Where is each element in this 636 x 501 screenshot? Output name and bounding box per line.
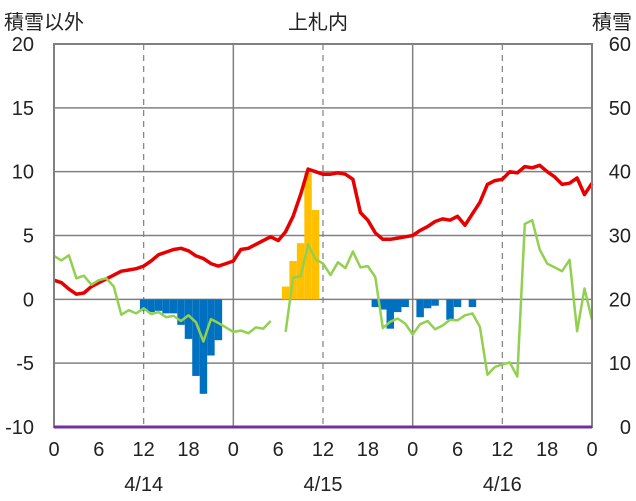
x-tick-label: 12 [133, 439, 155, 461]
temperature-line [53, 163, 594, 296]
precip-bar [468, 299, 477, 307]
x-tick-label: 18 [357, 439, 379, 461]
right-y-tick-label: 20 [609, 289, 631, 311]
precip-bar [184, 299, 193, 339]
x-tick-label: 0 [407, 439, 418, 461]
precip-bar [386, 299, 394, 329]
precip-bar [393, 299, 402, 313]
precip-bar [453, 299, 462, 307]
precip-bar [446, 299, 454, 320]
x-tick-label: 0 [586, 439, 597, 461]
precip-bar [431, 299, 439, 306]
snow-depth-line [53, 254, 272, 343]
precip-bar [147, 299, 155, 313]
chart-title: 上札内 [288, 12, 348, 34]
right-y-tick-label: 0 [620, 417, 631, 439]
left-y-tick-label: 20 [12, 34, 34, 56]
x-tick-label: 12 [312, 439, 334, 461]
left-y-tick-label: -10 [5, 417, 34, 439]
x-tick-label: 0 [228, 439, 239, 461]
precip-bar [169, 299, 178, 314]
left-y-tick-label: 10 [12, 162, 34, 184]
precip-bar [311, 209, 320, 300]
x-tick-label: 0 [48, 439, 59, 461]
x-tick-label: 18 [536, 439, 558, 461]
date-label: 4/15 [304, 474, 343, 496]
left-axis-title: 積雪以外 [4, 12, 84, 34]
date-label: 4/16 [483, 474, 522, 496]
precip-bar [304, 172, 312, 300]
left-y-tick-label: -5 [16, 353, 34, 375]
left-y-tick-label: 5 [23, 226, 34, 248]
precip-bar [177, 299, 185, 325]
precip-bar [281, 286, 290, 300]
precip-bar [401, 299, 409, 307]
right-y-tick-label: 40 [609, 162, 631, 184]
left-y-tick-label: 0 [23, 289, 34, 311]
x-tick-label: 6 [273, 439, 284, 461]
precip-bar [214, 299, 223, 341]
precip-bar [207, 299, 215, 356]
precip-bar [192, 299, 200, 376]
x-tick-label: 12 [491, 439, 513, 461]
right-y-tick-label: 30 [609, 226, 631, 248]
precip-bar [423, 299, 432, 309]
x-tick-label: 6 [452, 439, 463, 461]
right-y-tick-label: 10 [609, 353, 631, 375]
precip-bar [154, 299, 163, 311]
date-label: 4/14 [124, 474, 163, 496]
precip-bar [139, 299, 148, 311]
left-y-tick-label: 15 [12, 98, 34, 120]
right-y-tick-label: 60 [609, 34, 631, 56]
precip-bar [416, 299, 424, 318]
precip-bar [162, 299, 170, 314]
precip-bar [199, 299, 208, 394]
right-y-tick-label: 50 [609, 98, 631, 120]
x-tick-label: 6 [93, 439, 104, 461]
right-axis-title: 積雪 [592, 12, 632, 34]
precip-bar [371, 299, 380, 307]
precip-bar [379, 299, 387, 310]
x-tick-label: 18 [177, 439, 199, 461]
snow-depth-line [284, 218, 594, 378]
